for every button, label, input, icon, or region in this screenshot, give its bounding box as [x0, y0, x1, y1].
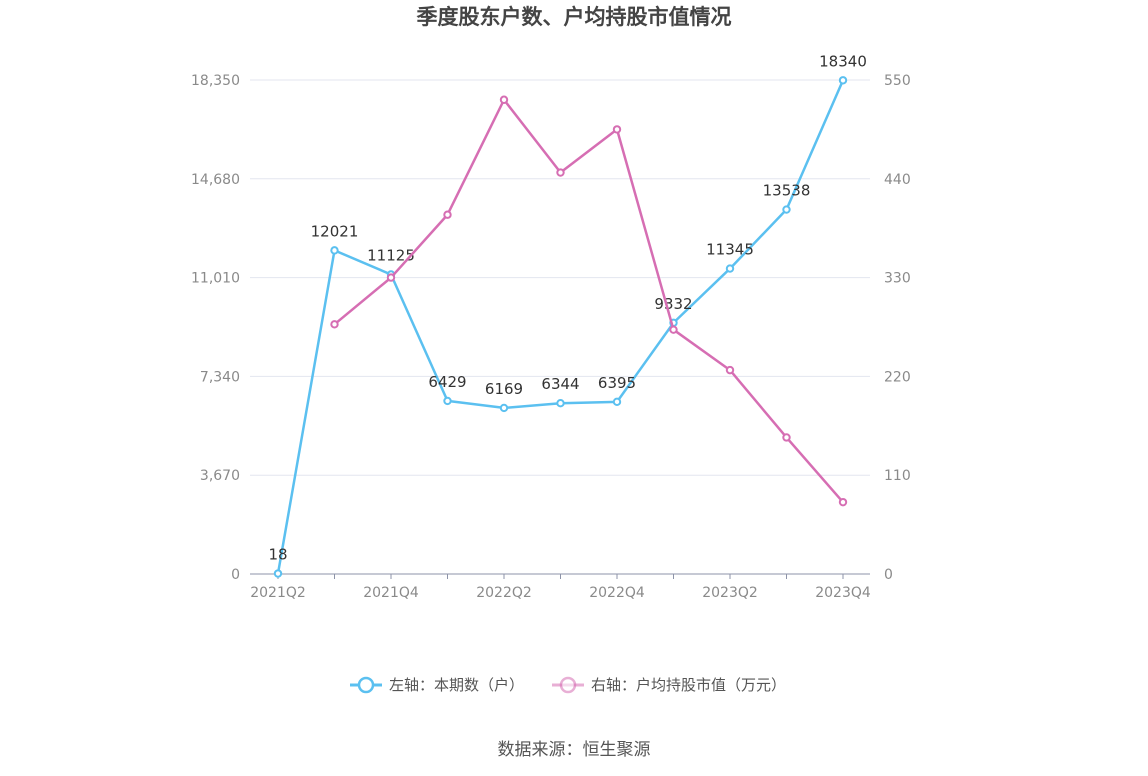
x-tick-label: 2022Q4 — [589, 585, 645, 601]
data-point — [838, 497, 848, 507]
legend-label: 左轴：本期数（户） — [389, 676, 524, 694]
data-point — [838, 76, 848, 85]
data-label: 13538 — [763, 182, 811, 200]
data-point — [782, 205, 791, 214]
right-tick-label: 330 — [884, 271, 911, 287]
data-point — [556, 399, 565, 408]
x-tick-label: 2021Q4 — [363, 585, 419, 601]
gridlines — [250, 79, 870, 476]
series-layer: 18 12021 11125 6429 6169 6344 6395 9332 11345 135… — [268, 52, 867, 578]
data-point — [330, 320, 339, 329]
data-label: 12021 — [311, 222, 359, 240]
legend[interactable]: 左轴：本期数（户） 右轴：户均持股市值（万元） — [350, 676, 786, 694]
series-line-2 — [333, 98, 844, 503]
legend-marker — [357, 676, 375, 694]
data-source: 数据来源：恒生聚源 — [498, 740, 651, 760]
right-tick-label: 110 — [884, 468, 911, 484]
data-label: 18340 — [819, 52, 867, 70]
data-point — [499, 95, 509, 104]
data-point — [443, 210, 452, 219]
right-axis-ticks: 0 110 220 330 440 550 — [884, 73, 911, 583]
left-tick-label: 7,340 — [200, 369, 240, 385]
data-point — [782, 433, 791, 442]
data-label: 11345 — [706, 241, 754, 259]
data-point — [386, 273, 396, 282]
x-tick-label: 2023Q2 — [702, 585, 758, 601]
data-point — [725, 264, 735, 273]
x-tick-label: 2021Q2 — [250, 585, 306, 601]
left-tick-label: 18,350 — [191, 73, 240, 89]
data-label: 6169 — [485, 380, 523, 398]
data-point — [725, 365, 735, 375]
legend-marker — [559, 676, 577, 694]
chart-title: 季度股东户数、户均持股市值情况 — [417, 5, 732, 29]
right-tick-label: 0 — [884, 567, 893, 583]
data-label: 6395 — [598, 374, 636, 392]
data-label: 18 — [268, 546, 287, 564]
legend-item-2[interactable]: 右轴：户均持股市值（万元） — [552, 676, 786, 694]
series-line-1 — [276, 79, 845, 574]
data-point — [612, 397, 622, 407]
data-point — [669, 325, 678, 334]
data-point — [556, 168, 565, 177]
x-tick-label: 2023Q4 — [815, 585, 871, 601]
data-point — [443, 396, 452, 406]
data-label: 6344 — [541, 375, 579, 393]
right-tick-label: 550 — [884, 73, 911, 89]
data-point — [330, 246, 339, 255]
left-tick-label: 11,010 — [191, 271, 240, 287]
data-point — [273, 569, 283, 578]
x-axis: 2021Q2 2021Q4 2022Q2 2022Q4 2023Q2 2023Q4 — [250, 573, 871, 601]
left-axis-ticks: 0 3,670 7,340 11,010 14,680 18,350 — [191, 73, 240, 583]
data-label: 6429 — [428, 373, 466, 391]
left-tick-label: 3,670 — [200, 468, 240, 484]
legend-label: 右轴：户均持股市值（万元） — [591, 676, 786, 694]
data-point — [612, 125, 622, 134]
left-tick-label: 0 — [231, 567, 240, 583]
legend-item-1[interactable]: 左轴：本期数（户） — [350, 676, 524, 694]
data-label: 11125 — [367, 247, 415, 265]
x-tick-label: 2022Q2 — [476, 585, 532, 601]
right-tick-label: 220 — [884, 369, 911, 385]
right-tick-label: 440 — [884, 172, 911, 188]
data-label: 9332 — [654, 295, 692, 313]
left-tick-label: 14,680 — [191, 172, 240, 188]
data-point — [499, 403, 509, 413]
